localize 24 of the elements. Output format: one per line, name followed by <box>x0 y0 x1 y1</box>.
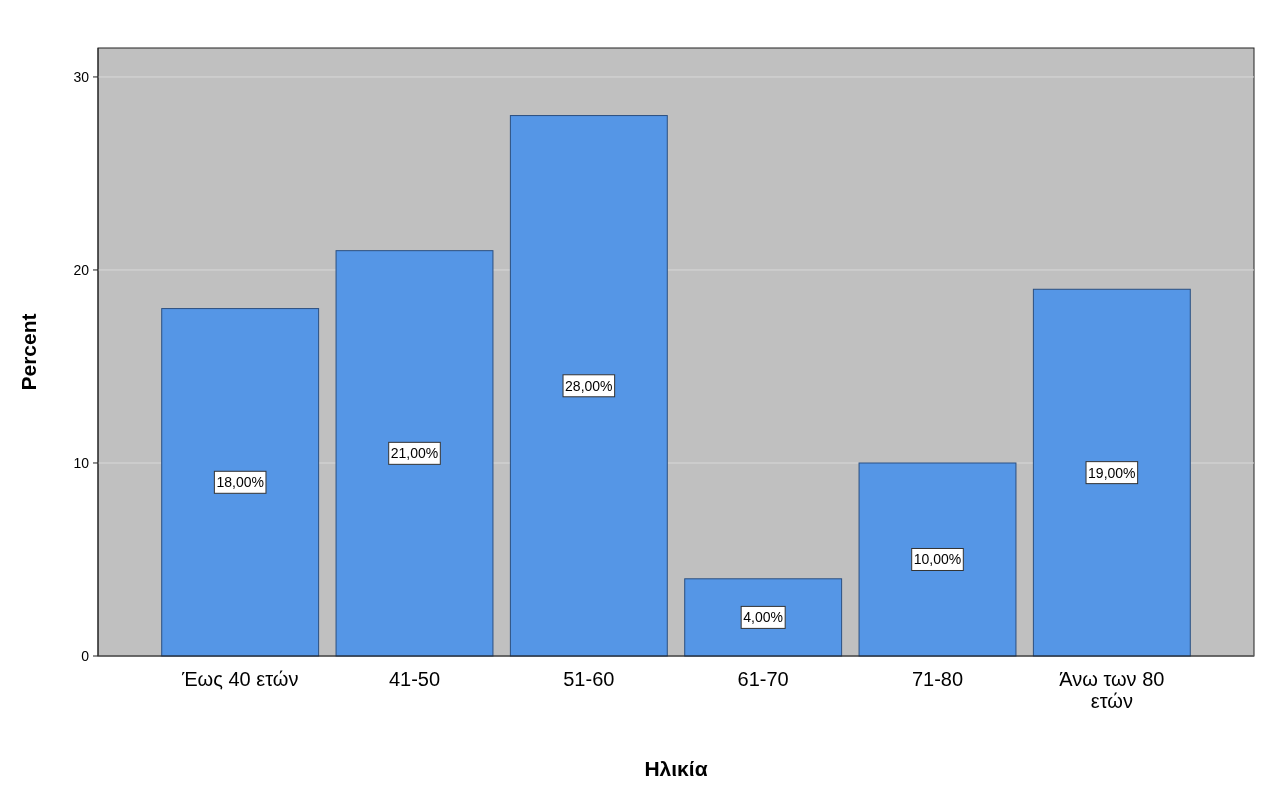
x-tick-label: 41-50 <box>388 668 441 690</box>
data-label: 19,00% <box>1088 464 1136 481</box>
y-tick-label: 10 <box>73 454 90 471</box>
data-label: 4,00% <box>743 609 784 626</box>
x-tick-label: 71-80 <box>911 668 964 690</box>
data-label: 18,00% <box>216 474 264 491</box>
y-tick-label: 20 <box>73 261 90 278</box>
bar <box>1032 288 1191 657</box>
y-tick-label: 30 <box>73 68 90 85</box>
x-tick-label: 61-70 <box>737 668 789 690</box>
y-axis-title: Percent <box>17 313 40 391</box>
x-tick-label: Άνω των 80 ετών <box>1059 668 1165 712</box>
x-tick-label: 51-60 <box>563 668 615 690</box>
bar <box>335 250 494 657</box>
bar <box>161 308 320 657</box>
bar <box>509 115 668 657</box>
y-tick-label: 0 <box>81 648 90 664</box>
data-label: 10,00% <box>913 551 962 568</box>
bar <box>858 462 1017 657</box>
data-label: 21,00% <box>390 445 439 462</box>
x-axis-title: Ηλικία <box>644 757 708 780</box>
data-label: 28,00% <box>565 377 613 394</box>
bar <box>684 578 843 657</box>
x-tick-label: Έως 40 ετών <box>180 668 299 690</box>
